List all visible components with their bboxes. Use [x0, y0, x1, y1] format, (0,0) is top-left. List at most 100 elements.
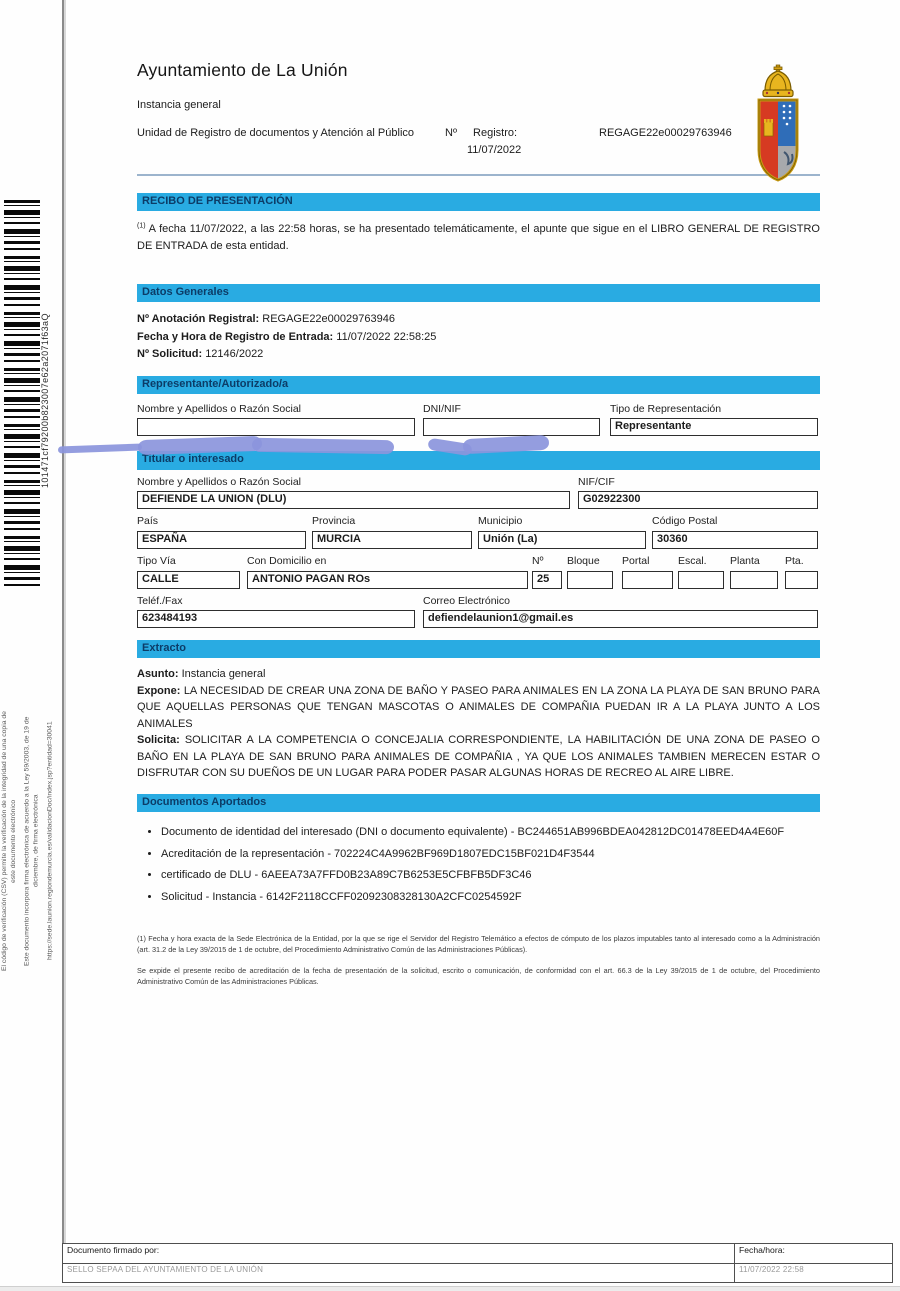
field-value-box	[785, 570, 818, 589]
titular-row-2: País ESPAÑA Provincia MURCIA Municipio U…	[137, 515, 820, 549]
field-repr-dni: DNI/NIF	[423, 403, 600, 437]
documento-item: Documento de identidad del interesado (D…	[161, 824, 820, 841]
representante-fields-row: Nombre y Apellidos o Razón Social DNI/NI…	[137, 403, 820, 437]
footnotes: (1) Fecha y hora exacta de la Sede Elect…	[137, 933, 820, 987]
field-value-box: MURCIA	[312, 530, 472, 549]
section-header-recibo: RECIBO DE PRESENTACIÓN	[137, 193, 820, 212]
field-titular-nombre: Nombre y Apellidos o Razón Social DEFIEN…	[137, 476, 570, 510]
signature-value-row: SELLO SEPAA DEL AYUNTAMIENTO DE LA UNIÓN…	[63, 1263, 892, 1282]
field-label: Planta	[730, 554, 760, 567]
dg-label: Nº Anotación Registral:	[137, 313, 260, 326]
field-titular-nif: NIF/CIF G02922300	[578, 476, 818, 510]
documento-item: certificado de DLU - 6AEEA73A7FFD0B23A89…	[161, 867, 820, 884]
redaction-scribble	[251, 437, 395, 455]
section-header-titular: Titular o interesado	[137, 451, 820, 470]
field-label: Portal	[622, 554, 650, 567]
expone-label: Expone:	[137, 684, 181, 697]
recibo-body-text: A fecha 11/07/2022, a las 22:58 horas, s…	[137, 223, 820, 252]
dg-value: 11/07/2022 22:58:25	[336, 330, 437, 343]
field-municipio: Municipio Unión (La)	[478, 515, 646, 549]
documentos-list: Documento de identidad del interesado (D…	[137, 824, 820, 905]
field-label: Código Postal	[652, 515, 718, 528]
field-label: Nº	[532, 554, 544, 567]
legal-line: Este documento incorpora firma electróni…	[23, 716, 31, 966]
registry-unit-text: Unidad de Registro de documentos y Atenc…	[137, 127, 415, 139]
field-repr-nombre: Nombre y Apellidos o Razón Social	[137, 403, 415, 437]
document-subtitle: Instancia general	[137, 99, 221, 111]
field-label: Con Domicilio en	[247, 554, 327, 567]
field-label: Municipio	[478, 515, 523, 528]
field-label: Escal.	[678, 554, 707, 567]
section-header-datos-generales: Datos Generales	[137, 284, 820, 303]
field-label: País	[137, 515, 159, 528]
field-domicilio: Con Domicilio en ANTONIO PAGAN ROs	[247, 555, 528, 589]
field-value-box: ANTONIO PAGAN ROs	[247, 570, 528, 589]
legal-validation-url: https://sede.launion.regiondemurcia.es/v…	[46, 721, 54, 961]
registry-number-label: Nº Registro:	[445, 127, 518, 139]
asunto-line: Asunto: Instancia general	[137, 666, 820, 683]
field-label: DNI/NIF	[423, 402, 461, 415]
field-value-box: CALLE	[137, 570, 240, 589]
field-label: Teléf./Fax	[137, 594, 183, 607]
section-header-representante: Representante/Autorizado/a	[137, 375, 820, 394]
registry-number-value: REGAGE22e00029763946	[599, 127, 732, 139]
asunto-value: Instancia general	[181, 668, 266, 681]
field-repr-tipo: Tipo de Representación Representante	[610, 403, 818, 437]
field-value-box: Unión (La)	[478, 530, 646, 549]
escutcheon	[757, 98, 799, 182]
datetime-value: 11/07/2022 22:58	[734, 1263, 892, 1282]
left-frame-line	[62, 0, 64, 1243]
field-numero: Nº 25	[532, 555, 562, 589]
datetime-label: Fecha/hora:	[734, 1244, 892, 1263]
solicita-label: Solicita:	[137, 734, 180, 747]
field-label: NIF/CIF	[578, 475, 615, 488]
field-value-box: 25	[532, 570, 562, 589]
vertical-legal-text: El código de verificación (CSV) permite …	[1, 618, 53, 1064]
legal-line: El código de verificación (CSV) permite …	[1, 711, 8, 971]
field-value-box	[730, 570, 778, 589]
field-escalera: Escal.	[678, 555, 724, 589]
field-label: Pta.	[785, 554, 804, 567]
page-bottom-edge	[0, 1286, 900, 1291]
dg-row: Fecha y Hora de Registro de Entrada: 11/…	[137, 329, 820, 346]
dg-label: Fecha y Hora de Registro de Entrada:	[137, 330, 334, 343]
titular-row-3: Tipo Vía CALLE Con Domicilio en ANTONIO …	[137, 555, 820, 589]
field-portal: Portal	[622, 555, 673, 589]
footnote-ref: (1)	[137, 222, 146, 230]
registry-number-block: Nº Registro: 11/07/2022	[445, 125, 585, 159]
field-label: Nombre y Apellidos o Razón Social	[137, 402, 302, 415]
field-value-box	[678, 570, 724, 589]
datos-generales-rows: Nº Anotación Registral: REGAGE22e0002976…	[137, 311, 820, 362]
field-value-box	[567, 570, 613, 589]
field-value-box: 623484193	[137, 610, 415, 629]
field-value-box: 30360	[652, 530, 818, 549]
field-planta: Planta	[730, 555, 778, 589]
signature-header-row: Documento firmado por: Fecha/hora:	[63, 1244, 892, 1264]
field-value-box: defiendelaunion1@gmail.es	[423, 610, 818, 629]
barcode	[4, 200, 40, 586]
crown-icon	[762, 64, 794, 98]
footnote-1: (1) Fecha y hora exacta de la Sede Elect…	[137, 934, 820, 955]
field-value-box: DEFIENDE LA UNION (DLU)	[137, 491, 570, 510]
field-label: Bloque	[567, 554, 600, 567]
expone-line: Expone: LA NECESIDAD DE CREAR UNA ZONA D…	[137, 683, 820, 733]
extracto-body: Asunto: Instancia general Expone: LA NEC…	[137, 666, 820, 782]
dg-label: Nº Solicitud:	[137, 347, 203, 360]
dg-value: REGAGE22e00029763946	[262, 313, 395, 326]
field-value-box: G02922300	[578, 491, 818, 510]
field-value-box	[622, 570, 673, 589]
csv-code-vertical: 101471cf79200b823007e62a2071f63aQ	[40, 313, 50, 488]
field-value-box: ESPAÑA	[137, 530, 306, 549]
field-correo-electronico: Correo Electrónico defiendelaunion1@gmai…	[423, 595, 818, 629]
field-label: Nombre y Apellidos o Razón Social	[137, 475, 302, 488]
header-separator	[137, 174, 820, 177]
section-header-extracto: Extracto	[137, 640, 820, 659]
legal-line: este documento electrónico	[9, 799, 17, 883]
signature-table: Documento firmado por: Fecha/hora: SELLO…	[62, 1243, 893, 1283]
dg-row: Nº Solicitud: 12146/2022	[137, 346, 820, 363]
dg-row: Nº Anotación Registral: REGAGE22e0002976…	[137, 311, 820, 328]
signed-by-label: Documento firmado por:	[67, 1245, 160, 1255]
field-tipo-via: Tipo Vía CALLE	[137, 555, 240, 589]
field-label: Tipo de Representación	[610, 402, 722, 415]
